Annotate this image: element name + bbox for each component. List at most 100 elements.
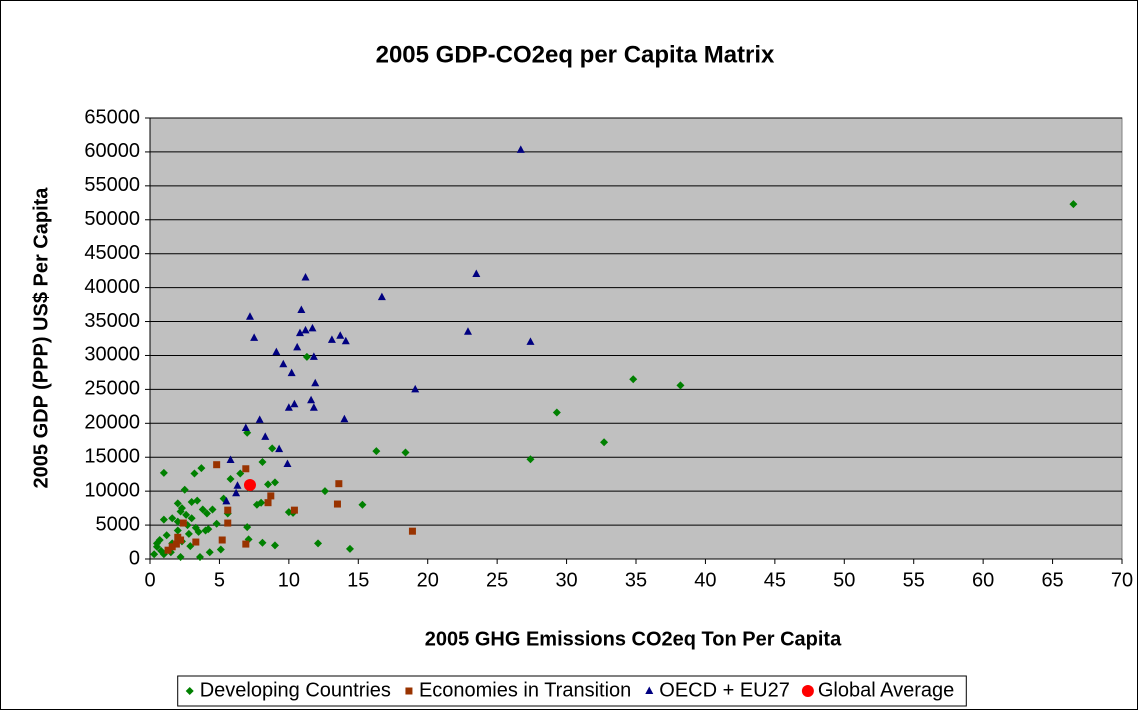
point [173,526,182,535]
point [250,333,259,341]
point [179,519,187,527]
point [264,499,272,507]
point [275,444,284,453]
legend-marker [801,685,814,697]
point [295,328,304,337]
point [377,292,386,301]
point [629,375,638,384]
y-tick-label: 40000 [84,276,140,298]
point [213,461,221,469]
point [180,485,189,494]
point [216,545,225,554]
point [243,479,256,492]
point [202,509,211,518]
y-tick-label: 15000 [84,446,140,468]
point [195,552,204,561]
x-tick-label: 60 [972,569,994,591]
point [177,536,185,544]
point [516,145,525,153]
legend-marker [185,687,194,695]
point [526,455,535,464]
point [283,459,292,468]
point [236,469,245,478]
point [401,448,410,457]
point [297,305,306,314]
x-tick-label: 0 [144,569,155,591]
point [255,415,264,423]
point [176,552,185,561]
plot-area [149,117,1123,560]
x-tick-label: 15 [347,569,369,591]
y-tick-label: 35000 [84,310,140,332]
y-tick-label: 5000 [96,513,141,535]
point [327,335,336,343]
point [177,504,186,513]
x-tick-label: 65 [1041,569,1063,591]
point [201,526,210,535]
x-tick-label: 70 [1111,569,1133,591]
point [270,478,279,487]
point [309,403,318,411]
point [192,538,200,546]
point [264,480,273,489]
point [258,457,267,466]
point [411,384,420,393]
point [336,331,345,339]
point [194,527,203,536]
legend-label: OECD + EU27 [659,679,790,701]
point [208,505,217,514]
point [172,540,180,548]
point [333,500,341,508]
y-tick-label: 60000 [84,140,140,162]
legend-marker [405,687,413,695]
point [159,468,168,477]
point [193,496,202,505]
y-tick-label: 55000 [84,174,140,196]
x-tick-label: 50 [833,569,855,591]
legend-label: Global Average [818,679,954,701]
x-tick-label: 25 [486,569,508,591]
y-tick-label: 10000 [84,479,140,501]
x-tick-label: 20 [417,569,439,591]
x-tick-label: 55 [903,569,925,591]
point [287,368,296,377]
point [198,505,207,514]
point [268,444,277,453]
point [233,481,242,489]
point [284,403,293,411]
point [162,531,171,540]
point [320,487,329,496]
x-axis-label: 2005 GHG Emissions CO2eq Ton Per Capita [425,628,842,650]
point [242,540,250,548]
point [184,529,193,538]
point [159,515,168,524]
point [182,510,191,519]
point [168,543,176,551]
point [232,488,241,497]
point [222,496,231,505]
point [308,323,317,332]
point [340,414,349,423]
point [152,539,161,548]
y-tick-label: 65000 [84,106,140,128]
legend-box [177,675,967,707]
point [463,327,472,335]
y-tick-label: 45000 [84,242,140,264]
point [261,432,270,440]
point [345,544,354,553]
point [187,498,196,507]
point [241,423,250,432]
point [212,519,221,528]
point [408,527,416,535]
x-tick-label: 40 [694,569,716,591]
y-tick-label: 50000 [84,208,140,230]
point [600,438,609,447]
point [258,538,267,547]
point [472,269,481,278]
x-tick-label: 30 [555,569,577,591]
point [243,523,252,532]
legend-label: Economies in Transition [419,679,631,701]
point [150,550,159,559]
point [311,378,320,387]
